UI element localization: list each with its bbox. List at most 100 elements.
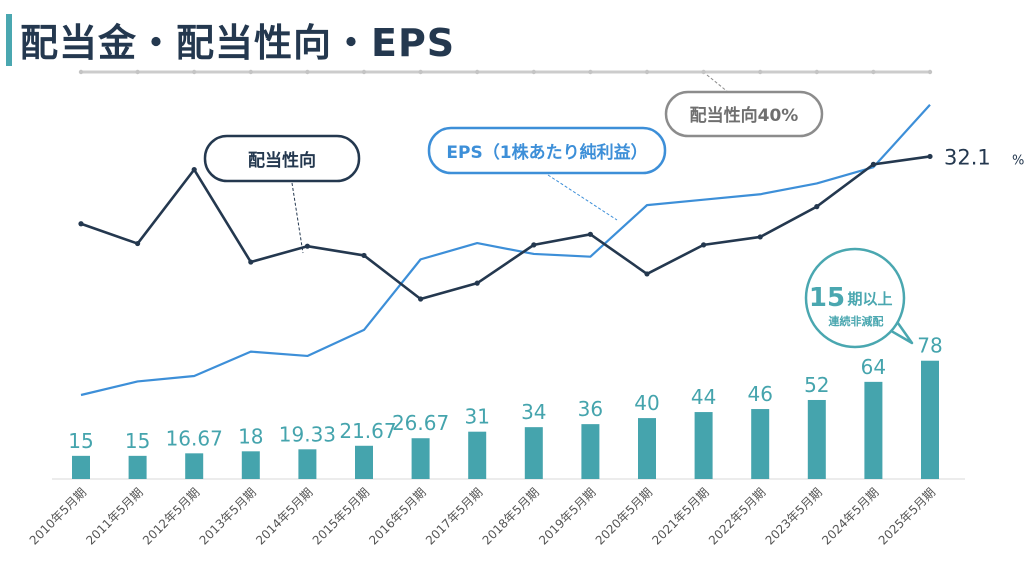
badge-tail-mask [885, 316, 893, 330]
payout-ratio-point [361, 252, 367, 259]
dividend-bar [298, 449, 317, 479]
dividend-bar-label: 44 [691, 385, 716, 409]
x-tick-label: 2023年5月期 [763, 485, 825, 547]
x-tick-label: 2012年5月期 [140, 485, 202, 547]
eps-line [80, 104, 931, 397]
x-tick-label: 2014年5月期 [253, 485, 315, 547]
dividend-bar-label: 19.33 [279, 422, 336, 446]
reference-line-dot [644, 69, 650, 75]
dividend-bar [185, 453, 204, 479]
reference-line-dot [135, 69, 140, 75]
reference-line-dot [927, 69, 933, 75]
dividend-bar-label: 31 [464, 405, 489, 429]
dividend-bar-label: 46 [747, 382, 772, 406]
dividend-bar-label: 15 [68, 429, 93, 453]
payout-ratio-point [644, 271, 650, 277]
dividend-bar-label: 34 [521, 400, 546, 424]
payout-ratio-point [757, 234, 763, 240]
payout-ratio-callout-leader [291, 182, 304, 254]
dividend-label-leader [478, 431, 486, 441]
reference-line-dot [192, 69, 197, 75]
reference-callout-leader [706, 74, 729, 93]
reference-line-dot [588, 69, 593, 75]
reference-line-dot [78, 69, 84, 75]
payout-ratio-callout-label: 配当性向 [248, 150, 316, 171]
payout-ratio-point [248, 259, 254, 265]
x-tick-label: 2017年5月期 [423, 485, 485, 547]
reference-line-dot [418, 69, 423, 75]
dividend-bar-label: 16.67 [166, 426, 223, 450]
payout-ratio-point [531, 242, 537, 248]
payout-ratio-end-unit: % [1012, 153, 1024, 168]
payout-ratio-point [191, 167, 197, 173]
reference-line-dot [475, 69, 480, 75]
payout-ratio-callout-box [203, 134, 361, 183]
payout-ratio-point [870, 161, 877, 167]
dividend-bar [921, 360, 939, 479]
dividend-bar-label: 36 [578, 397, 603, 421]
badge-number: 15 [809, 283, 845, 313]
payout-ratio-line [80, 155, 931, 301]
x-tick-label: 2011年5月期 [83, 485, 145, 547]
dividend-bar-label: 21.67 [339, 419, 396, 443]
x-tick-label: 2022年5月期 [706, 485, 768, 547]
payout-ratio-end-label: 32.1 [944, 145, 991, 169]
dividend-bar [241, 451, 260, 479]
reference-line-dot [531, 69, 536, 75]
dividend-bar [468, 431, 487, 479]
payout-ratio-point [418, 296, 424, 302]
dividend-bar [128, 455, 147, 479]
dividend-bar-label: 15 [125, 429, 150, 453]
dividend-bar-label: 64 [861, 355, 886, 379]
reference-line-dot [758, 69, 763, 75]
payout-ratio-point [587, 231, 594, 237]
x-tick-label: 2025年5月期 [876, 485, 938, 547]
x-tick-label: 2013年5月期 [197, 485, 259, 547]
dividend-bar [807, 399, 826, 479]
payout-ratio-point [135, 240, 141, 247]
x-tick-label: 2024年5月期 [819, 485, 881, 547]
dividend-bar [72, 455, 90, 479]
dividend-bar-label: 26.67 [392, 411, 449, 435]
dividend-bar-label: 78 [917, 334, 942, 358]
eps-callout-label: EPS（1株あたり純利益） [446, 142, 647, 163]
dividend-bar [524, 427, 543, 479]
x-tick-label: 2018年5月期 [480, 485, 542, 547]
title-accent-bar [6, 14, 12, 66]
reference-line-dot [305, 69, 310, 75]
reference-line-dot [814, 69, 819, 75]
dividend-bar [694, 412, 713, 479]
chart-title: 配当金・配当性向・EPS [20, 21, 456, 65]
payout-ratio-point [304, 243, 310, 249]
dividend-bar [864, 381, 883, 479]
badge-sub-text: 連続非減配 [829, 314, 884, 328]
payout-ratio-point [814, 204, 820, 210]
payout-ratio-point [701, 242, 707, 248]
badge-main-text: 期以上 [847, 290, 892, 308]
badge-circle [804, 247, 906, 349]
reference-line-dot [361, 69, 367, 75]
payout-ratio-point [927, 153, 933, 160]
x-tick-label: 2019年5月期 [536, 485, 598, 547]
x-tick-label: 2010年5月期 [27, 485, 89, 547]
x-tick-label: 2020年5月期 [593, 485, 655, 547]
reference-line-dot [701, 69, 706, 75]
reference-line-dot [871, 69, 876, 75]
eps-callout-leader [547, 174, 618, 221]
x-tick-label: 2016年5月期 [366, 485, 428, 547]
x-tick-label: 2021年5月期 [649, 485, 711, 547]
dividend-bar [751, 409, 770, 479]
dividend-bar [411, 438, 430, 479]
dividend-bar [581, 424, 600, 479]
x-tick-label: 2015年5月期 [310, 485, 372, 547]
dividend-bar [638, 418, 656, 479]
dividend-bar [355, 445, 373, 479]
eps-callout-box [427, 126, 667, 175]
reference-callout-label: 配当性向40% [690, 105, 799, 126]
dividend-bar-label: 18 [238, 424, 263, 448]
dividend-bar-label: 40 [634, 391, 659, 415]
reference-line-dot [248, 69, 253, 75]
reference-callout-box [664, 90, 824, 138]
dividend-bar-label: 52 [804, 373, 829, 397]
